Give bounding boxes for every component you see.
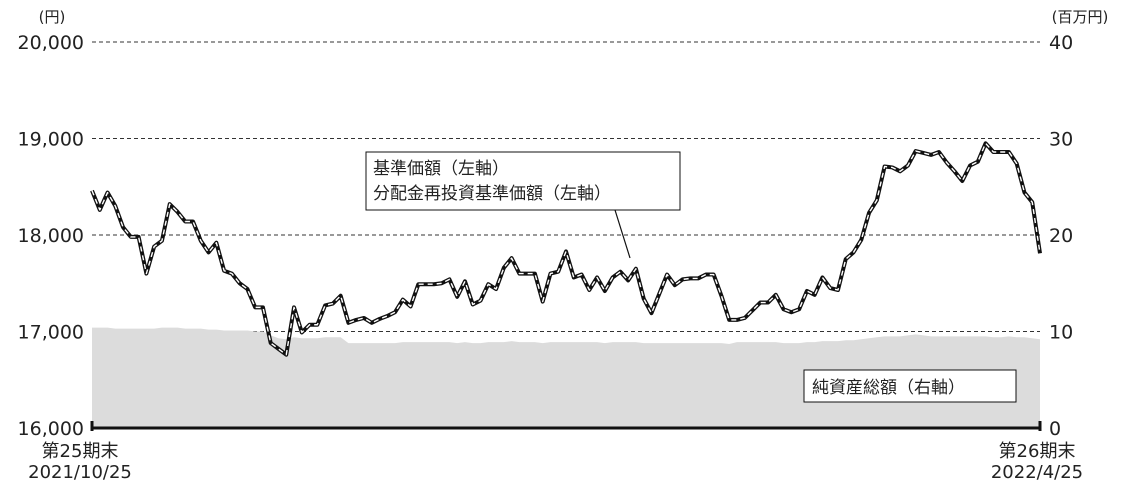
right-axis-ticks: 0 10 20 30 40	[1049, 32, 1073, 440]
left-axis-unit: (円)	[39, 8, 66, 26]
left-tick-label: 17,000	[18, 322, 84, 344]
area-annotation-box	[803, 369, 1017, 403]
line-annotation-box	[365, 151, 681, 211]
right-tick-label: 10	[1049, 322, 1073, 344]
line-annotation-text-2: 分配金再投資基準価額（左軸）	[373, 184, 611, 204]
x-start-label-period: 第25期末	[42, 441, 119, 462]
net-assets-area	[92, 327, 1040, 428]
line-annotation-pointer	[614, 209, 631, 259]
right-axis-unit: (百万円)	[1052, 8, 1109, 26]
right-tick-label: 40	[1049, 32, 1073, 54]
right-tick-label: 30	[1049, 129, 1073, 151]
area-annotation-text: 純資産総額（右軸）	[812, 378, 965, 398]
right-tick-label: 20	[1049, 225, 1073, 247]
line-annotation-text-1: 基準価額（左軸）	[373, 159, 509, 179]
x-end-label-period: 第26期末	[999, 441, 1076, 462]
x-start-label-date: 2021/10/25	[28, 462, 132, 483]
left-axis-ticks: 16,000 17,000 18,000 19,000 20,000	[18, 32, 84, 440]
left-tick-label: 16,000	[18, 418, 84, 440]
right-tick-label: 0	[1049, 418, 1061, 440]
left-tick-label: 20,000	[18, 32, 84, 54]
x-end-label-date: 2022/4/25	[991, 462, 1083, 483]
left-tick-label: 19,000	[18, 129, 84, 151]
reinvest-nav-line	[91, 142, 1041, 356]
left-tick-label: 18,000	[18, 225, 84, 247]
